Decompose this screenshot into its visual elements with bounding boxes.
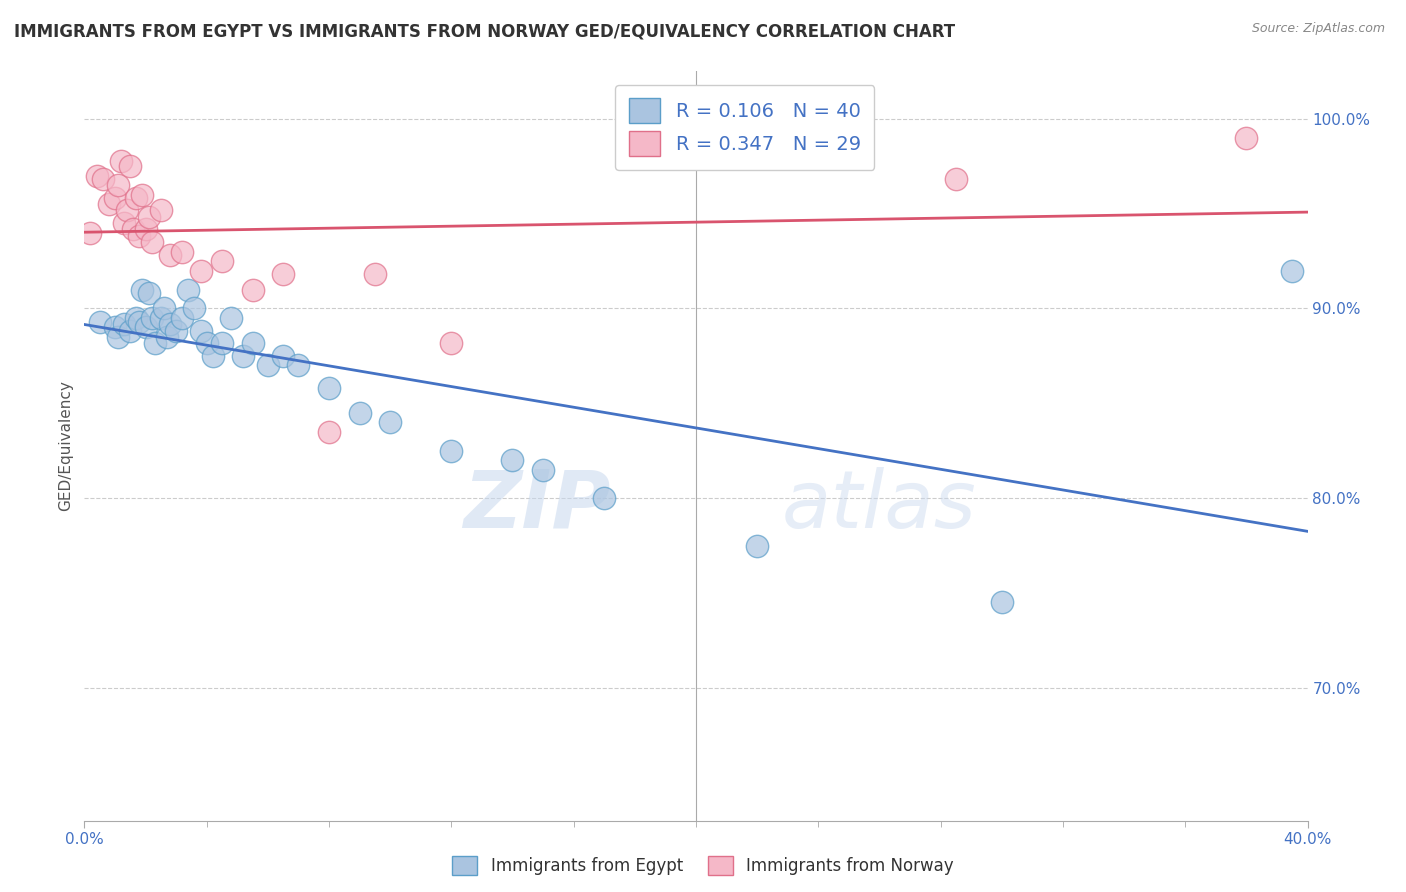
Point [440,443,463,458]
Point [183,301,205,316]
Point [159,317,181,331]
Point [122,222,145,236]
Point [257,359,280,373]
Point [945,172,967,186]
Point [165,324,187,338]
Text: Source: ZipAtlas.com: Source: ZipAtlas.com [1251,22,1385,36]
Point [172,244,194,259]
Point [104,320,127,334]
Point [135,320,157,334]
Point [287,359,309,373]
Point [318,425,340,439]
Text: ZIP: ZIP [463,467,610,545]
Point [195,335,218,350]
Point [364,268,387,282]
Text: atlas: atlas [782,467,976,545]
Point [112,317,135,331]
Point [271,349,294,363]
Point [86,169,108,183]
Point [149,202,172,217]
Point [318,381,340,395]
Point [91,172,114,186]
Point [232,349,254,363]
Point [131,283,153,297]
Point [153,301,176,316]
Point [190,263,212,277]
Point [440,335,463,350]
Point [177,283,200,297]
Point [135,222,157,236]
Y-axis label: GED/Equivalency: GED/Equivalency [58,381,73,511]
Point [125,310,148,325]
Legend: R = 0.106   N = 40, R = 0.347   N = 29: R = 0.106 N = 40, R = 0.347 N = 29 [616,85,875,169]
Point [190,324,212,338]
Point [211,335,233,350]
Point [107,178,129,193]
Point [107,330,129,344]
Point [172,310,194,325]
Point [747,539,769,553]
Point [156,330,179,344]
Point [593,491,616,505]
Point [115,202,138,217]
Point [131,187,153,202]
Point [242,335,264,350]
Text: IMMIGRANTS FROM EGYPT VS IMMIGRANTS FROM NORWAY GED/EQUIVALENCY CORRELATION CHAR: IMMIGRANTS FROM EGYPT VS IMMIGRANTS FROM… [14,22,955,40]
Point [143,335,166,350]
Point [120,159,142,173]
Point [1236,130,1258,145]
Point [271,268,294,282]
Point [349,406,371,420]
Point [502,453,524,467]
Point [104,191,127,205]
Point [138,211,160,225]
Point [79,226,101,240]
Point [110,153,132,168]
Point [125,191,148,205]
Point [128,315,150,329]
Point [138,286,160,301]
Point [141,235,163,249]
Legend: Immigrants from Egypt, Immigrants from Norway: Immigrants from Egypt, Immigrants from N… [446,849,960,881]
Point [120,324,142,338]
Point [201,349,224,363]
Point [531,463,554,477]
Point [219,310,242,325]
Point [141,310,163,325]
Point [991,595,1014,609]
Point [97,197,120,211]
Point [380,415,402,429]
Point [128,229,150,244]
Point [159,248,181,262]
Point [1281,263,1303,277]
Point [89,315,111,329]
Point [112,216,135,230]
Point [149,310,172,325]
Point [242,283,264,297]
Point [211,254,233,268]
